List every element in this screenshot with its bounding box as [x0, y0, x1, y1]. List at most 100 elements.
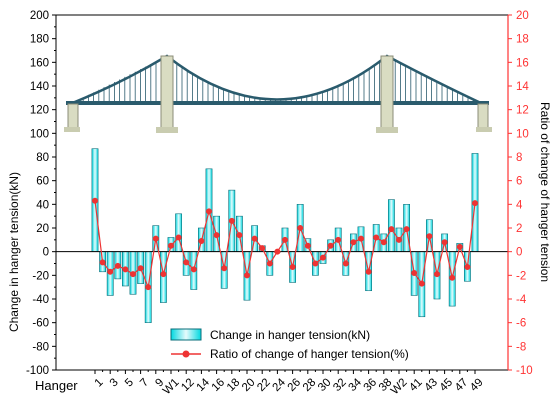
ratio-point [380, 239, 387, 246]
bridge-pier-right-base [376, 127, 398, 133]
right-tick-label: 20 [516, 10, 529, 22]
bridge-tower-left [160, 55, 174, 132]
bridge-main-cable [69, 54, 484, 106]
right-tick-label: 10 [516, 128, 529, 140]
ratio-point [274, 248, 281, 255]
right-tick-label: -2 [516, 270, 526, 282]
ratio-point [464, 264, 471, 271]
right-tick-label: 0 [516, 247, 522, 259]
ratio-point [99, 259, 106, 266]
chart-legend: Change in hanger tension(kN) Ratio of ch… [170, 328, 409, 361]
bridge-abutment-left [67, 103, 79, 131]
ratio-point [221, 265, 228, 272]
ratio-point [175, 234, 182, 241]
left-tick-label: -100 [26, 365, 49, 377]
left-axis-ticks: -100 -80 -60 -40 -20 0 20 40 60 80 100 120 140 160 180… [26, 10, 56, 377]
ratio-point [342, 260, 349, 267]
left-tick-label: 160 [30, 57, 49, 69]
right-tick-label: 18 [516, 34, 529, 46]
ratio-point [327, 242, 334, 249]
right-tick-label: -4 [516, 294, 527, 306]
ratio-point [365, 268, 372, 275]
right-tick-label: 4 [516, 199, 523, 211]
bridge-abutment-right [477, 103, 489, 131]
left-tick-label: 0 [43, 247, 49, 259]
ratio-point [358, 235, 364, 242]
left-tick-label: 20 [36, 223, 49, 235]
ratio-point [472, 200, 478, 207]
x-axis-ticks: 1 3 5 7 9W11214161820222426283032343638W2414… [93, 370, 486, 397]
left-tick-label: 40 [36, 199, 49, 211]
x-tick-label: 1 [93, 376, 106, 389]
ratio-line-layer [92, 197, 478, 291]
bridge-abutment-right-base [476, 127, 492, 132]
left-tick-label: -20 [32, 270, 49, 282]
ratio-point [145, 284, 152, 291]
ratio-point [266, 260, 273, 267]
right-tick-label: -10 [516, 365, 533, 377]
right-tick-label: 16 [516, 57, 529, 69]
ratio-point [236, 232, 243, 239]
left-tick-label: -40 [32, 294, 49, 306]
ratio-point [403, 226, 410, 233]
ratio-point [350, 239, 357, 246]
right-tick-label: 12 [516, 105, 529, 117]
ratio-point [259, 245, 266, 252]
ratio-point [456, 243, 463, 250]
x-tick-label: W1 [161, 376, 182, 397]
ratio-point [297, 225, 304, 231]
legend-bar-swatch [170, 328, 202, 341]
right-tick-label: -6 [516, 318, 526, 330]
ratio-point [183, 259, 190, 266]
bridge-hangers [77, 60, 479, 102]
ratio-point [137, 265, 144, 272]
ratio-point [304, 242, 311, 249]
suspension-bridge-illustration [64, 54, 492, 133]
ratio-point [373, 234, 380, 241]
left-tick-label: -80 [32, 341, 49, 353]
left-tick-label: 180 [30, 34, 49, 46]
right-tick-label: 6 [516, 176, 522, 188]
ratio-point [152, 235, 159, 242]
bars-layer [91, 148, 479, 323]
ratio-point [441, 239, 448, 246]
tension-bar [387, 199, 395, 252]
ratio-point [160, 271, 167, 278]
legend-line-label: Ratio of change of hanger tension(%) [210, 347, 409, 361]
bridge-pier-left-base [156, 127, 178, 133]
left-tick-label: 80 [36, 152, 49, 164]
x-tick-label: 3 [108, 376, 121, 389]
ratio-point [335, 236, 342, 243]
bridge-deck [66, 101, 489, 105]
ratio-point [213, 232, 220, 239]
plot-frame [55, 14, 509, 371]
ratio-point [92, 197, 98, 204]
ratio-point [434, 271, 440, 278]
ratio-point [130, 271, 136, 278]
ratio-point [122, 266, 129, 273]
left-tick-label: 100 [30, 128, 49, 140]
right-tick-label: 8 [516, 152, 522, 164]
ratio-point [282, 236, 288, 243]
ratio-point [198, 238, 205, 245]
left-tick-label: 200 [30, 10, 49, 22]
left-tick-label: 140 [30, 81, 49, 93]
x-tick-label: W2 [389, 376, 410, 397]
x-axis-title: Hanger [35, 378, 78, 393]
bridge-tower-right [380, 55, 394, 132]
ratio-point [251, 235, 258, 242]
x-tick-label: 7 [138, 376, 151, 389]
ratio-point [418, 280, 425, 287]
x-tick-label: 49 [468, 376, 486, 394]
ratio-point [206, 208, 212, 215]
legend-line-marker [182, 350, 190, 358]
left-tick-label: 60 [36, 176, 49, 188]
left-tick-label: 120 [30, 105, 49, 117]
ratio-point [289, 264, 296, 271]
legend-bar-label: Change in hanger tension(kN) [210, 328, 370, 342]
left-axis-label: Change in hanger tension(kN) [7, 172, 21, 332]
left-tick-label: -60 [32, 318, 49, 330]
right-tick-label: 2 [516, 223, 522, 235]
